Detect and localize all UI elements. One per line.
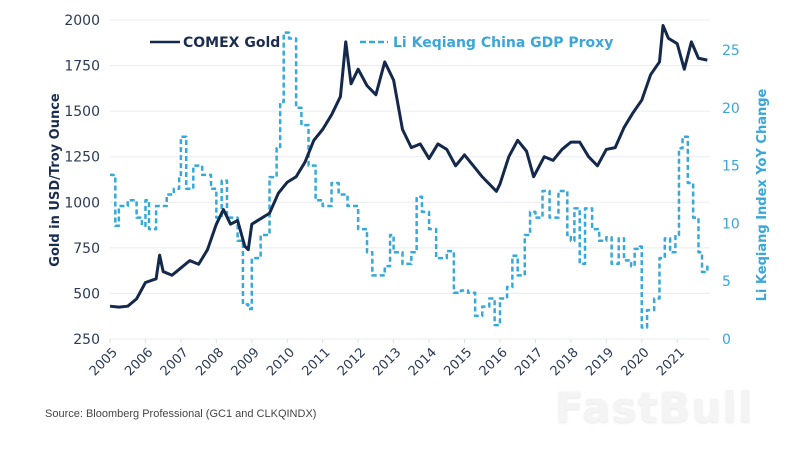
y-tick-label-right: 0 bbox=[722, 332, 731, 348]
y-axis-left-labels: 250 500 750 1000 1250 1500 1750 2000 bbox=[64, 13, 100, 348]
y-tick-label-right: 15 bbox=[722, 159, 740, 175]
y-axis-left-title: Gold in USD/Troy Ounce bbox=[48, 93, 63, 267]
x-tick-label: 2009 bbox=[229, 345, 263, 379]
watermark: FastBull bbox=[555, 383, 754, 432]
x-tick-label: 2008 bbox=[193, 345, 227, 379]
x-tick-label: 2021 bbox=[654, 345, 688, 379]
x-tick-label: 2011 bbox=[300, 345, 334, 379]
x-tick-label: 2010 bbox=[264, 345, 298, 379]
y-tick-label-left: 1000 bbox=[64, 195, 100, 211]
y-tick-label-right: 5 bbox=[722, 274, 731, 290]
x-tick-label: 2015 bbox=[441, 345, 475, 379]
x-tick-label: 2006 bbox=[122, 345, 156, 379]
x-axis-ticks: 2005 2006 2007 2008 2009 2010 2011 2012 2013 2014… bbox=[87, 339, 688, 379]
legend-label-gold: COMEX Gold bbox=[183, 35, 280, 51]
x-tick-label: 2012 bbox=[335, 345, 369, 379]
x-tick-label: 2016 bbox=[477, 345, 511, 379]
y-tick-label-left: 750 bbox=[73, 241, 100, 257]
series-line-li-keqiang bbox=[110, 31, 709, 329]
x-tick-label: 2013 bbox=[370, 345, 404, 379]
y-axis-right-title: Li Keqiang Index YoY Change bbox=[755, 88, 770, 301]
x-tick-label: 2005 bbox=[87, 345, 121, 379]
legend: COMEX Gold Li Keqiang China GDP Proxy bbox=[150, 35, 613, 51]
x-tick-label: 2019 bbox=[583, 345, 617, 379]
series-group bbox=[109, 23, 709, 329]
y-tick-label-right: 20 bbox=[722, 101, 740, 117]
source-note: Source: Bloomberg Professional (GC1 and … bbox=[45, 408, 317, 420]
y-tick-label-right: 10 bbox=[722, 216, 740, 232]
x-tick-label: 2020 bbox=[619, 345, 653, 379]
x-tick-label: 2014 bbox=[406, 345, 440, 379]
x-tick-label: 2007 bbox=[158, 345, 192, 379]
y-tick-label-left: 1500 bbox=[64, 104, 100, 120]
y-tick-label-right: 25 bbox=[722, 43, 740, 59]
x-tick-label: 2018 bbox=[548, 345, 582, 379]
legend-label-li-keqiang: Li Keqiang China GDP Proxy bbox=[393, 35, 613, 51]
series-line-comex-gold bbox=[109, 23, 708, 309]
y-axis-right-labels: 0 5 10 15 20 25 bbox=[722, 43, 740, 348]
x-tick-label: 2017 bbox=[512, 345, 546, 379]
y-tick-label-left: 2000 bbox=[64, 13, 100, 29]
gridlines bbox=[110, 19, 710, 340]
y-tick-label-left: 1250 bbox=[64, 150, 100, 166]
y-tick-label-left: 1750 bbox=[64, 59, 100, 75]
y-tick-label-left: 250 bbox=[73, 332, 100, 348]
y-tick-label-left: 500 bbox=[73, 286, 100, 302]
